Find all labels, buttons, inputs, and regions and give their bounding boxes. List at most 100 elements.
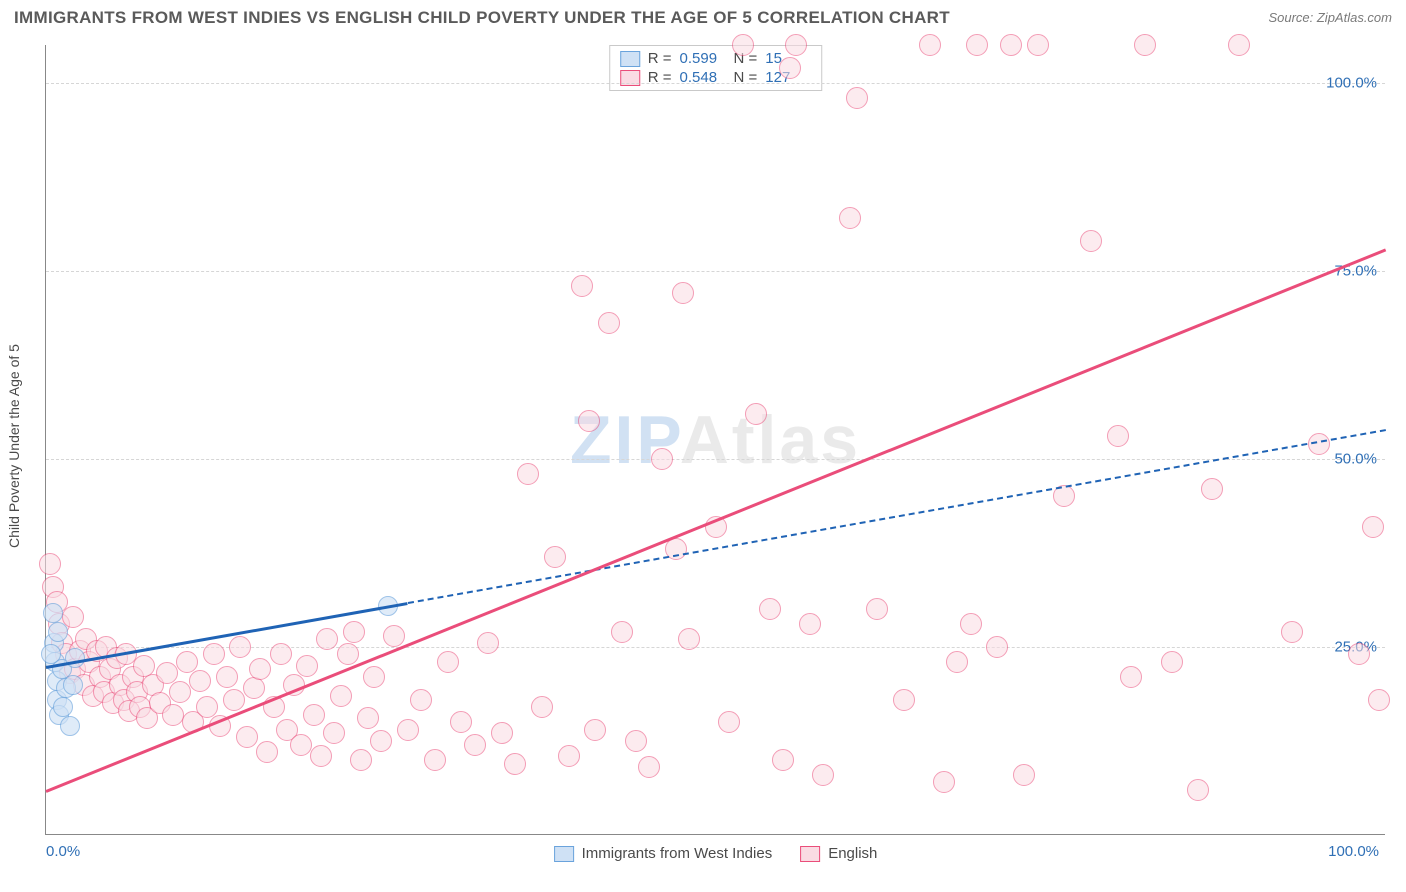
data-point	[357, 707, 379, 729]
data-point	[1228, 34, 1250, 56]
data-point	[625, 730, 647, 752]
data-point	[296, 655, 318, 677]
data-point	[491, 722, 513, 744]
data-point	[243, 677, 265, 699]
data-point	[504, 753, 526, 775]
data-point	[196, 696, 218, 718]
data-point	[772, 749, 794, 771]
legend-item: Immigrants from West Indies	[554, 845, 773, 862]
data-point	[303, 704, 325, 726]
legend-label: English	[828, 845, 877, 862]
data-point	[156, 662, 178, 684]
chart-title: IMMIGRANTS FROM WEST INDIES VS ENGLISH C…	[14, 8, 950, 27]
data-point	[63, 675, 83, 695]
gridline	[46, 271, 1385, 272]
data-point	[256, 741, 278, 763]
data-point	[718, 711, 740, 733]
data-point	[1000, 34, 1022, 56]
data-point	[531, 696, 553, 718]
data-point	[397, 719, 419, 741]
data-point	[48, 622, 68, 642]
data-point	[450, 711, 472, 733]
data-point	[571, 275, 593, 297]
data-point	[343, 621, 365, 643]
data-point	[323, 722, 345, 744]
legend-swatch	[620, 51, 640, 67]
data-point	[203, 643, 225, 665]
data-point	[812, 764, 834, 786]
data-point	[189, 670, 211, 692]
data-point	[162, 704, 184, 726]
data-point	[598, 312, 620, 334]
data-point	[169, 681, 191, 703]
data-point	[611, 621, 633, 643]
data-point	[337, 643, 359, 665]
r-label: R =	[648, 50, 672, 67]
data-point	[39, 553, 61, 575]
data-point	[960, 613, 982, 635]
y-axis-label: Child Poverty Under the Age of 5	[6, 344, 22, 548]
data-point	[893, 689, 915, 711]
data-point	[919, 34, 941, 56]
data-point	[464, 734, 486, 756]
data-point	[1107, 425, 1129, 447]
data-point	[236, 726, 258, 748]
data-point	[383, 625, 405, 647]
data-point	[176, 651, 198, 673]
data-point	[517, 463, 539, 485]
y-tick-label: 100.0%	[1326, 74, 1377, 91]
data-point	[316, 628, 338, 650]
data-point	[290, 734, 312, 756]
data-point	[672, 282, 694, 304]
scatter-plot-area: ZIPAtlas R =0.599N =15R =0.548N =127 Imm…	[45, 45, 1385, 835]
data-point	[759, 598, 781, 620]
x-tick-label: 0.0%	[46, 843, 80, 860]
data-point	[477, 632, 499, 654]
data-point	[1120, 666, 1142, 688]
data-point	[986, 636, 1008, 658]
y-tick-label: 75.0%	[1334, 262, 1377, 279]
data-point	[651, 448, 673, 470]
gridline	[46, 459, 1385, 460]
data-point	[424, 749, 446, 771]
data-point	[584, 719, 606, 741]
data-point	[578, 410, 600, 432]
trend-line	[45, 248, 1386, 792]
data-point	[1281, 621, 1303, 643]
data-point	[1348, 643, 1370, 665]
data-point	[249, 658, 271, 680]
data-point	[1080, 230, 1102, 252]
data-point	[53, 697, 73, 717]
data-point	[678, 628, 700, 650]
x-tick-label: 100.0%	[1328, 843, 1379, 860]
data-point	[330, 685, 352, 707]
data-point	[43, 603, 63, 623]
data-point	[270, 643, 292, 665]
data-point	[846, 87, 868, 109]
data-point	[65, 648, 85, 668]
data-point	[779, 57, 801, 79]
data-point	[223, 689, 245, 711]
trend-line	[408, 429, 1387, 604]
data-point	[1187, 779, 1209, 801]
data-point	[229, 636, 251, 658]
data-point	[558, 745, 580, 767]
series-legend: Immigrants from West Indies English	[554, 845, 878, 862]
data-point	[1027, 34, 1049, 56]
data-point	[839, 207, 861, 229]
data-point	[799, 613, 821, 635]
watermark: ZIPAtlas	[570, 401, 861, 479]
legend-swatch	[554, 846, 574, 862]
data-point	[745, 403, 767, 425]
legend-swatch	[800, 846, 820, 862]
data-point	[310, 745, 332, 767]
data-point	[1368, 689, 1390, 711]
data-point	[1362, 516, 1384, 538]
data-point	[732, 34, 754, 56]
data-point	[437, 651, 459, 673]
data-point	[41, 644, 61, 664]
data-point	[933, 771, 955, 793]
data-point	[946, 651, 968, 673]
data-point	[60, 716, 80, 736]
data-point	[785, 34, 807, 56]
